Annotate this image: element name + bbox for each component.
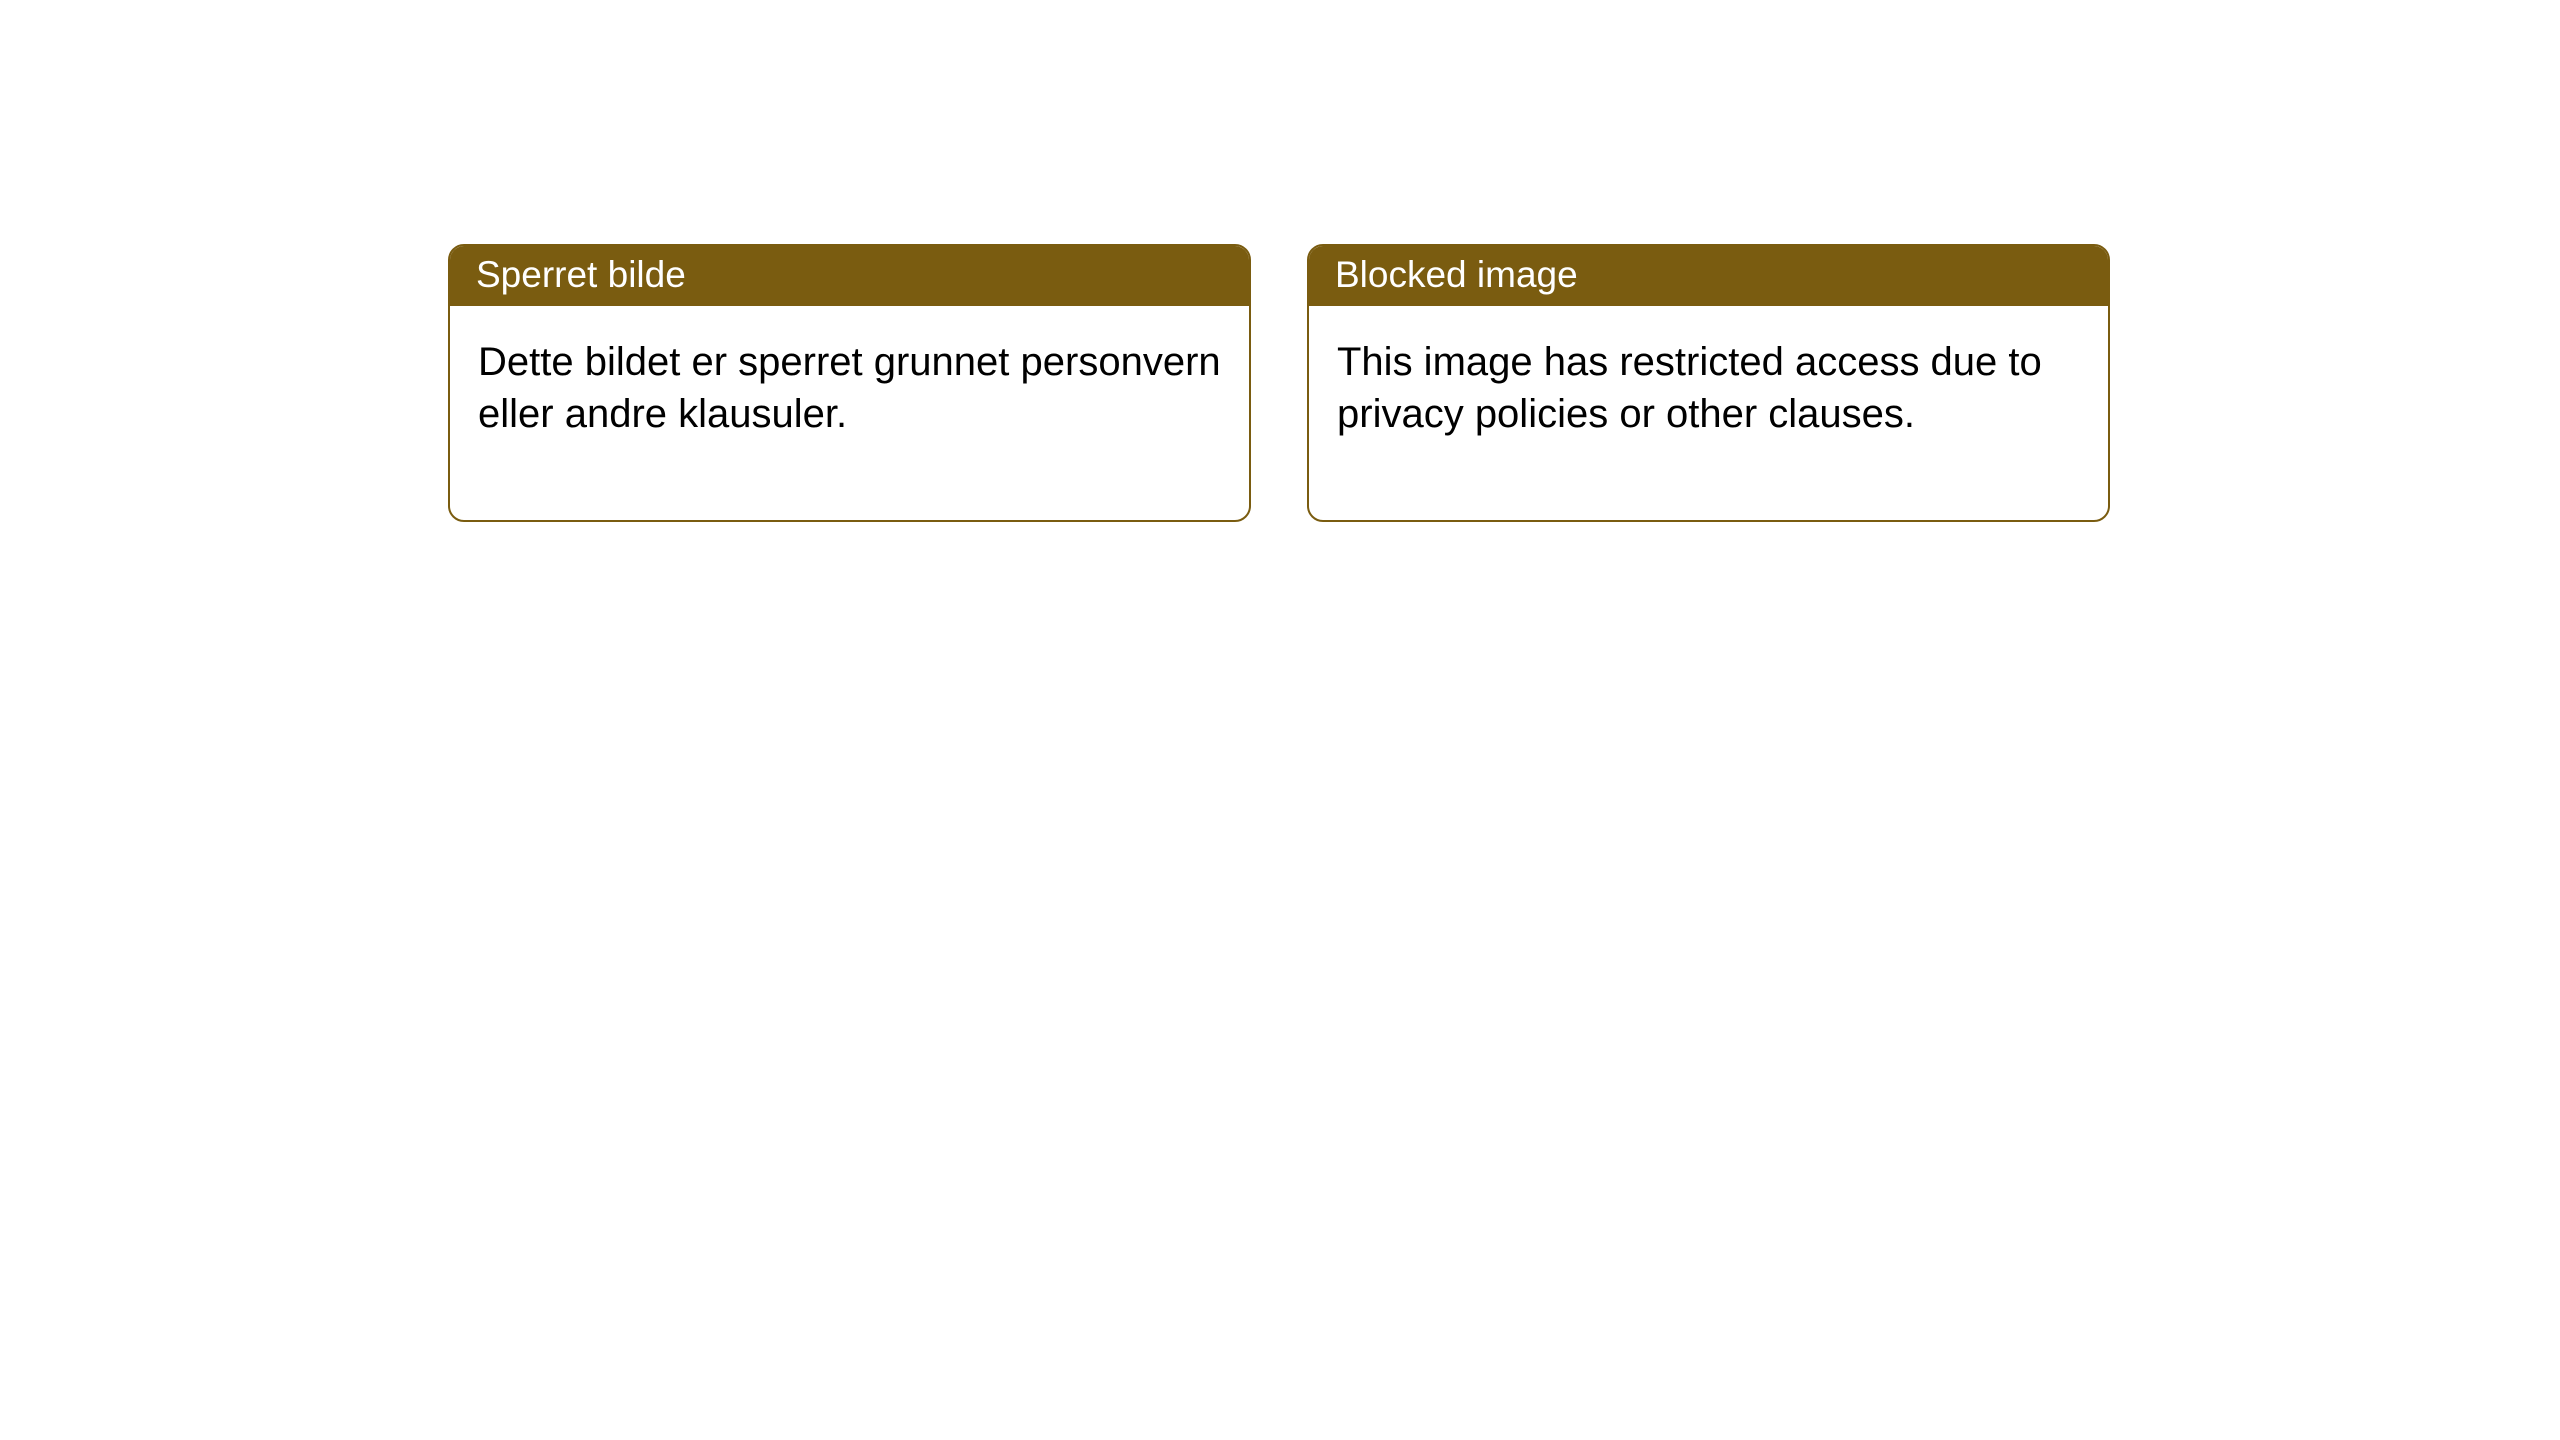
notice-body-english: This image has restricted access due to …	[1309, 306, 2108, 520]
notice-header-english: Blocked image	[1309, 246, 2108, 306]
notice-card-english: Blocked image This image has restricted …	[1307, 244, 2110, 522]
notice-body-norwegian: Dette bildet er sperret grunnet personve…	[450, 306, 1249, 520]
notice-cards-container: Sperret bilde Dette bildet er sperret gr…	[0, 0, 2560, 522]
notice-card-norwegian: Sperret bilde Dette bildet er sperret gr…	[448, 244, 1251, 522]
notice-header-norwegian: Sperret bilde	[450, 246, 1249, 306]
